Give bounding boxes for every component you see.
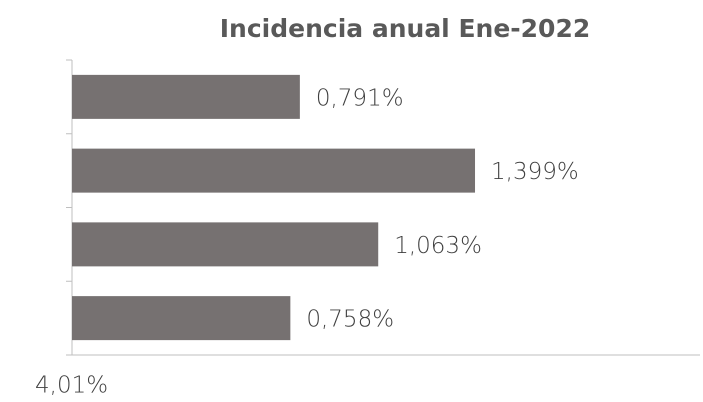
value-label: 0,758% [306,307,394,333]
bar [72,74,300,119]
bar [72,296,291,341]
chart-title: Incidencia anual Ene-2022 [220,14,591,43]
bar [72,222,379,267]
value-label: 0,791% [316,85,404,111]
annotation: 4,01% [35,373,108,399]
value-label: 1,063% [394,233,482,259]
bar [72,148,476,193]
value-label: 1,399% [491,159,579,185]
